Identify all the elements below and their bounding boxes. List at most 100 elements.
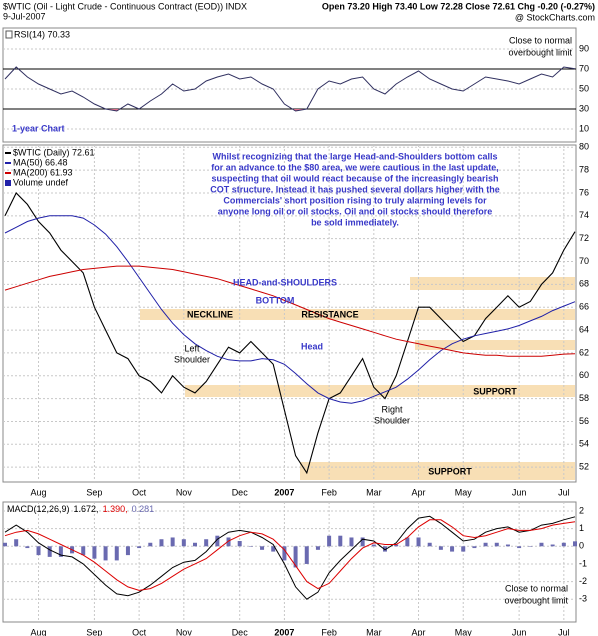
commentary-line: Whilst recognizing that the large Head-a… xyxy=(212,151,497,161)
y-tick-label: 70 xyxy=(579,63,589,73)
resistance-band xyxy=(410,277,575,290)
legend-part: MACD(12,26,9) xyxy=(7,504,70,514)
histogram-bar xyxy=(438,546,443,550)
x-tick-label: May xyxy=(455,627,473,636)
histogram-bar xyxy=(394,544,399,547)
price-chart: 52 54 56 58 60 62 64 66 68 70 72 74 76 78 80 Aug Sep Oct N… xyxy=(3,142,589,497)
support-label: SUPPORT xyxy=(428,466,472,476)
commentary-line: Commercials' short position rising to tr… xyxy=(223,195,487,205)
histogram-bar xyxy=(204,539,209,547)
histogram-bar xyxy=(14,539,19,547)
histogram-bar xyxy=(260,546,265,550)
histogram-bar xyxy=(450,546,455,552)
y-tick-label: 54 xyxy=(579,439,589,449)
support-label: SUPPORT xyxy=(473,386,517,396)
histogram-bar xyxy=(461,546,466,552)
y-tick-label: 70 xyxy=(579,256,589,266)
y-tick-label: 62 xyxy=(579,347,589,357)
x-tick-label: Apr xyxy=(412,627,426,636)
macd-panel xyxy=(2,501,577,623)
x-tick-label: Aug xyxy=(31,487,47,497)
series-line xyxy=(4,192,576,475)
support-band xyxy=(300,462,575,480)
histogram-bar xyxy=(103,546,108,561)
legend-entry: MA(50) 66.48 xyxy=(13,157,68,167)
left-shoulder-label: Left xyxy=(184,343,200,353)
histogram-bar xyxy=(550,544,555,547)
histogram-bar xyxy=(193,542,197,547)
histogram-bar xyxy=(181,539,186,547)
neckline-band xyxy=(140,309,575,320)
commentary-line: be sold immediately. xyxy=(311,217,399,227)
y-tick-label: 74 xyxy=(579,210,589,220)
y-tick-label: 2 xyxy=(579,505,584,515)
histogram-bar xyxy=(405,537,410,547)
y-tick-label: 78 xyxy=(579,165,589,175)
legend-entry: RSI(14) 70.33 xyxy=(14,29,70,39)
resistance-label: RESISTANCE xyxy=(301,309,358,319)
histogram-bar xyxy=(338,535,343,547)
x-tick-label: Jun xyxy=(512,627,527,636)
rsi-chart: 10 30 50 70 90 RSI(14) 70.33 xyxy=(3,29,589,133)
annotation: overbought limit xyxy=(508,47,572,57)
right-shoulder-label: Right xyxy=(381,404,403,414)
y-tick-label: 30 xyxy=(579,103,589,113)
histogram-bar xyxy=(472,546,477,549)
symbol-title: $WTIC (Oil - Light Crude - Continuous Co… xyxy=(3,1,247,11)
histogram-bar xyxy=(226,537,231,547)
macd-chart: 2 1 0 -1 -2 -3 Aug Sep Oct Nov Dec 2007 Feb Mar Apr May… xyxy=(3,502,587,636)
x-tick-label: Apr xyxy=(412,487,426,497)
support-band xyxy=(185,385,575,397)
histogram-bar xyxy=(416,537,421,547)
pattern-title: HEAD-and-SHOULDERS xyxy=(233,277,337,287)
x-tick-label: Sep xyxy=(86,627,102,636)
histogram-bar xyxy=(125,546,130,556)
x-tick-label: Dec xyxy=(232,627,249,636)
x-tick-label: Jul xyxy=(558,627,570,636)
y-tick-label: 68 xyxy=(579,279,589,289)
histogram-bar xyxy=(349,537,354,547)
histogram-bar xyxy=(505,544,510,547)
y-tick-label: 90 xyxy=(579,43,589,53)
histogram-bar xyxy=(137,546,142,549)
legend-part: 1.390, xyxy=(103,504,128,514)
y-tick-label: 76 xyxy=(579,187,589,197)
y-tick-label: 60 xyxy=(579,370,589,380)
histogram-bar xyxy=(215,535,220,547)
histogram-bar xyxy=(293,546,298,568)
histogram-bar xyxy=(573,541,577,547)
head-label: Head xyxy=(301,341,323,351)
histogram-bar xyxy=(81,546,86,556)
commentary-line: anyone long oil or oil stocks. Oil and o… xyxy=(218,206,493,216)
x-tick-label: Oct xyxy=(132,627,147,636)
pattern-title: BOTTOM xyxy=(256,295,295,305)
annotation: Close to normal xyxy=(509,35,572,45)
y-tick-label: 64 xyxy=(579,324,589,334)
series-line xyxy=(4,215,576,404)
histogram-bar xyxy=(170,537,175,547)
commentary: Whilst recognizing that the large Head-a… xyxy=(210,151,500,227)
x-tick-label: Feb xyxy=(321,627,337,636)
histogram-bar xyxy=(36,546,41,556)
left-shoulder-label: Shoulder xyxy=(174,354,210,364)
series-line xyxy=(4,515,576,600)
source: @ StockCharts.com xyxy=(515,12,595,22)
legend-entry: MACD(12,26,9) 1.672, 1.390, 0.281 xyxy=(7,504,154,514)
y-tick-label: 50 xyxy=(579,83,589,93)
histogram-bar xyxy=(282,546,287,561)
histogram-bar xyxy=(561,542,566,547)
histogram-bar xyxy=(148,542,153,547)
y-tick-label: 72 xyxy=(579,233,589,243)
legend-part: 0.281 xyxy=(132,504,155,514)
y-tick-label: 80 xyxy=(579,142,589,152)
legend-entry: Volume undef xyxy=(13,177,69,187)
histogram-bar xyxy=(237,541,242,547)
histogram-bar xyxy=(528,546,533,547)
rsi-panel xyxy=(2,27,577,143)
x-tick-label: Nov xyxy=(176,627,193,636)
histogram-bar xyxy=(25,546,30,549)
y-tick-label: 58 xyxy=(579,393,589,403)
histogram-bar xyxy=(483,542,488,547)
histogram-bar xyxy=(3,542,7,547)
